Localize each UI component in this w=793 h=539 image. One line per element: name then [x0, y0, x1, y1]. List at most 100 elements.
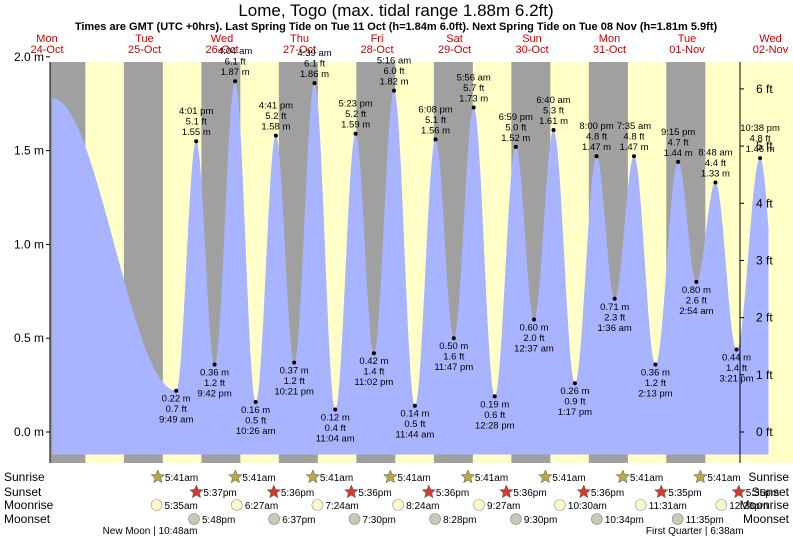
tide-label-t-14: 6:08 pm [418, 104, 452, 115]
tide-label-ft-16: 5.7 ft [463, 83, 484, 94]
tide-label-t-11: 11:02 pm [354, 377, 393, 388]
tide-label-h-25: 0.36 m [641, 367, 670, 378]
tide-label-h-1: 0.22 m [162, 394, 191, 405]
tide-label-t-20: 6:40 am [536, 95, 570, 106]
tide-label-t-21: 1:17 pm [558, 407, 592, 418]
tide-point-17 [492, 394, 497, 399]
tide-label-t-23: 1:36 am [598, 323, 632, 334]
sunrise-icon-5 [538, 469, 553, 484]
tide-label-h-21: 0.26 m [560, 386, 589, 397]
moonset-row-label-right: Moonset [743, 512, 790, 526]
y-tick-label-m-1: 0.5 m [14, 331, 44, 345]
sunset-icon-6 [653, 484, 669, 499]
tide-label-h-22: 1.47 m [582, 142, 611, 153]
sunrise-icon-0 [150, 469, 166, 484]
sunset-time-2: 5:36pm [358, 488, 391, 499]
tide-area [52, 81, 769, 455]
sunset-icon-7 [731, 484, 747, 499]
sunrise-icon-7 [693, 469, 708, 484]
tide-label-ft-13: 0.5 ft [404, 419, 425, 430]
tide-label-t-22: 8:00 pm [579, 121, 613, 132]
sunset-icon-0 [189, 484, 204, 499]
moonset-icon-4 [510, 513, 522, 525]
moonset-row-label-left: Moonset [4, 512, 51, 526]
moonset-time-5: 10:34pm [605, 515, 644, 526]
moonrise-icon-2 [311, 499, 324, 511]
tide-point-8 [312, 81, 317, 86]
moonrise-icon-1 [231, 499, 243, 511]
tide-label-h-3: 0.36 m [200, 367, 229, 378]
tide-label-t-10: 5:23 pm [338, 99, 372, 110]
tide-label-ft-23: 2.3 ft [604, 312, 625, 323]
sunrise-time-0: 5:41am [165, 473, 198, 484]
tide-label-ft-26: 4.7 ft [668, 137, 689, 148]
tide-point-2 [194, 139, 199, 144]
y-tick-label-ft-6: 6 ft [756, 82, 773, 96]
moonset-time-6: 11:35pm [686, 515, 724, 526]
tide-label-h-24: 1.47 m [619, 142, 648, 153]
moonrise-time-6: 11:31am [649, 501, 687, 512]
y-tick-label-m-2: 1.0 m [14, 237, 44, 251]
tide-label-ft-29: 1.4 ft [726, 363, 747, 374]
tide-point-18 [513, 144, 518, 149]
moonrise-time-1: 6:27am [245, 501, 278, 512]
tide-label-ft-8: 6.1 ft [304, 59, 325, 70]
tide-label-t-8: 4:39 am [297, 48, 331, 59]
tide-label-h-14: 1.56 m [421, 125, 450, 136]
tide-label-h-4: 1.87 m [221, 67, 250, 78]
day-date-5: 29-Oct [438, 44, 471, 56]
moonset-time-1: 6:37pm [282, 515, 315, 526]
tide-point-21 [572, 381, 577, 386]
tide-label-t-30: 10:38 pm [740, 123, 780, 134]
moonset-time-0: 5:48pm [202, 515, 235, 526]
tide-label-h-26: 1.44 m [664, 148, 693, 159]
moonrise-time-0: 5:35am [165, 501, 198, 512]
tide-label-t-3: 9:42 pm [197, 388, 231, 399]
moonset-icon-2 [348, 513, 361, 525]
tide-label-ft-11: 1.4 ft [363, 367, 384, 378]
tide-label-ft-21: 0.9 ft [564, 397, 585, 408]
day-date-2: 26-Oct [205, 44, 238, 56]
tide-label-h-20: 1.61 m [539, 116, 568, 127]
tide-point-20 [551, 127, 556, 132]
tide-labels: 0.22 m0.7 ft9:49 am4:01 pm5.1 ft1.55 m0.… [159, 46, 780, 444]
tide-point-3 [212, 362, 217, 367]
sunrise-time-5: 5:41am [552, 473, 585, 484]
tide-label-ft-9: 0.4 ft [325, 423, 346, 434]
tide-label-h-13: 0.14 m [400, 409, 429, 420]
moon-phase-0: New Moon | 10:48am [103, 526, 198, 537]
tide-label-ft-5: 0.5 ft [245, 415, 266, 426]
day-name-3: Thu [290, 33, 309, 45]
tide-point-7 [292, 360, 297, 365]
tide-point-5 [253, 399, 258, 404]
tide-point-16 [471, 105, 476, 110]
tide-label-t-19: 12:37 am [514, 343, 554, 354]
chart-title: Lome, Togo (max. tidal range 1.88m 6.2ft… [238, 1, 553, 20]
day-date-8: 01-Nov [669, 44, 705, 56]
tide-point-30 [758, 156, 763, 161]
day-name-8: Tue [678, 33, 697, 45]
tide-label-ft-7: 1.2 ft [284, 376, 305, 387]
moonset-icon-1 [268, 513, 280, 525]
sunrise-icon-2 [305, 469, 321, 484]
moonset-time-4: 9:30pm [524, 515, 557, 526]
tide-label-t-18: 6:59 pm [499, 112, 533, 123]
sunset-time-0: 5:37pm [203, 488, 236, 499]
day-date-0: 24-Oct [30, 44, 63, 56]
moonrise-row-label-right: Moonrise [740, 498, 790, 512]
tide-label-ft-22: 4.8 ft [586, 132, 607, 143]
moonset-icon-6 [671, 513, 684, 525]
moonrise-time-2: 7:24am [325, 501, 358, 512]
tide-point-12 [392, 88, 397, 93]
tide-label-ft-18: 5.0 ft [505, 122, 526, 133]
tide-label-h-6: 1.58 m [261, 122, 290, 133]
tide-point-24 [631, 154, 636, 159]
tide-label-t-27: 2:54 am [679, 306, 713, 317]
tide-label-t-25: 2:13 pm [638, 388, 672, 399]
sunrise-icon-3 [383, 469, 398, 484]
moonrise-time-7: 12:28pm [729, 501, 768, 512]
day-name-5: Sat [446, 33, 463, 45]
tide-label-ft-28: 4.4 ft [705, 158, 726, 169]
sunset-time-1: 5:36pm [281, 488, 314, 499]
sunrise-icon-6 [615, 469, 631, 484]
